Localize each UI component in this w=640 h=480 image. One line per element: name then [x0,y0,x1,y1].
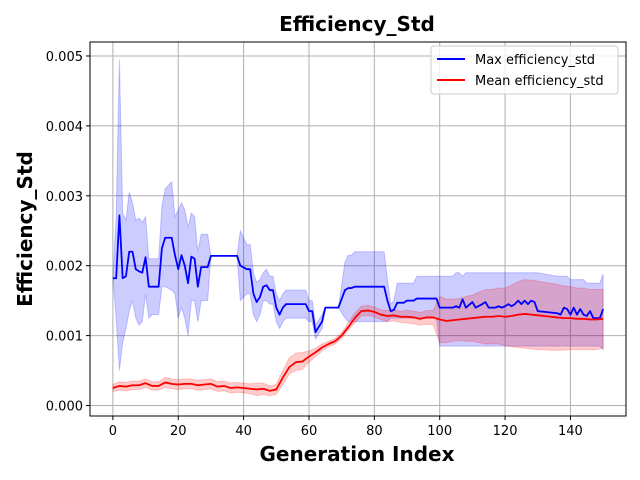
chart-title: Efficiency_Std [279,12,435,36]
x-tick-label: 60 [301,424,318,439]
x-tick-label: 100 [427,424,452,439]
y-tick-label: 0.003 [46,190,83,205]
legend-label: Max efficiency_std [475,53,595,68]
y-tick-label: 0.004 [46,120,83,135]
x-tick-label: 80 [366,424,383,439]
y-tick-label: 0.002 [46,260,83,275]
x-tick-label: 0 [109,424,117,439]
x-tick-label: 140 [558,424,583,439]
x-axis-label: Generation Index [260,442,455,466]
legend-label: Mean efficiency_std [475,74,604,89]
y-tick-label: 0.005 [46,50,83,65]
y-tick-label: 0.000 [46,400,83,415]
legend: Max efficiency_std Mean efficiency_std [431,46,618,94]
y-tick-label: 0.001 [46,330,83,345]
x-tick-label: 20 [170,424,187,439]
x-tick-label: 40 [235,424,252,439]
x-tick-label: 120 [493,424,518,439]
y-axis-label: Efficiency_Std [13,151,37,307]
